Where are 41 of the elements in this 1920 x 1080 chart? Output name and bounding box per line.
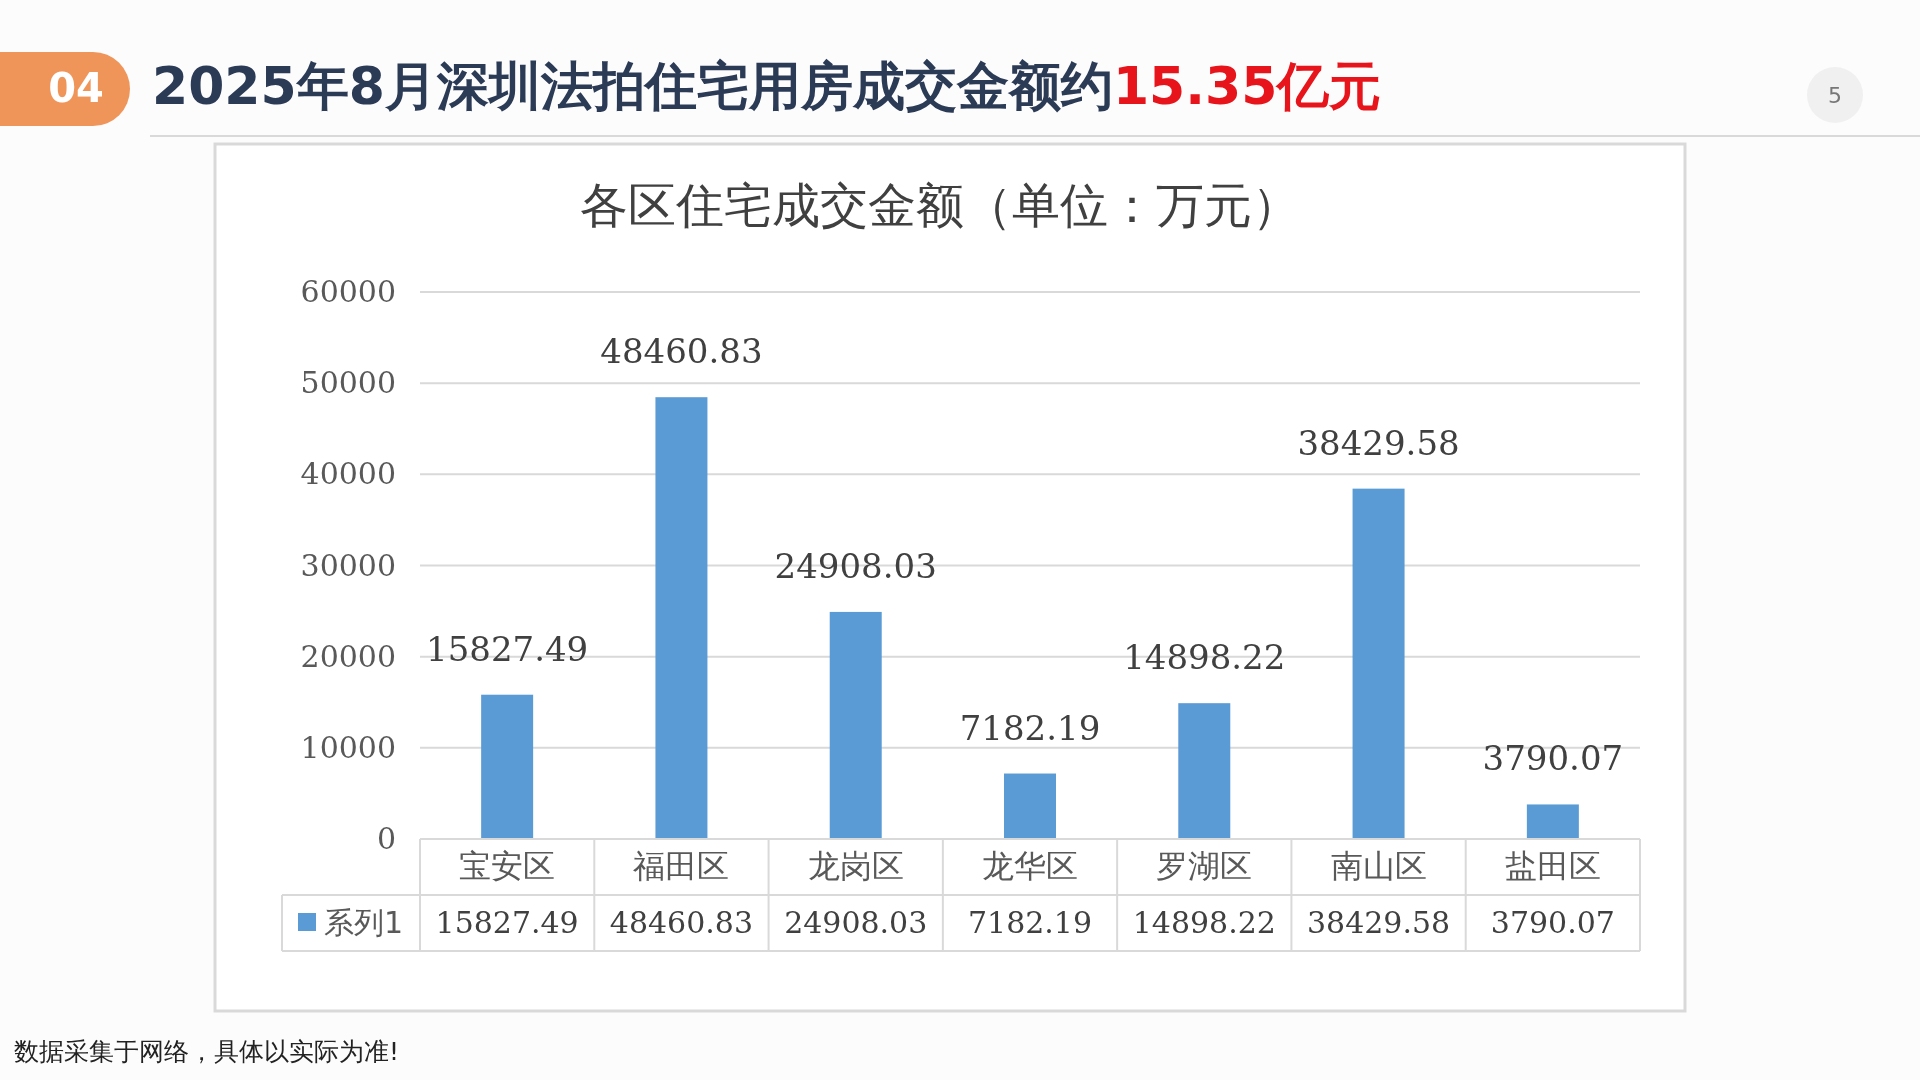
y-tick-label: 0 xyxy=(376,821,396,856)
text: 04 xyxy=(48,65,104,111)
x-tick-label: 盐田区 xyxy=(1504,847,1601,885)
annotation: 38429.58 xyxy=(1297,422,1460,463)
annotation: 7182.19 xyxy=(959,707,1101,748)
annotation: 14898.22 xyxy=(1123,637,1286,678)
bar xyxy=(1178,703,1231,839)
bar xyxy=(1004,773,1056,839)
bar xyxy=(1352,488,1405,839)
x-tick-label: 罗湖区 xyxy=(1156,847,1253,885)
annotation: 15827.49 xyxy=(426,628,589,669)
y-tick-label: 50000 xyxy=(300,365,396,401)
y-tick-label: 20000 xyxy=(300,638,396,674)
y-tick-label: 40000 xyxy=(300,456,396,492)
text: 5 xyxy=(1828,83,1842,108)
bar xyxy=(1526,804,1579,839)
annotation: 24908.03 xyxy=(774,545,937,586)
text: 数据采集于网络，具体以实际为准! xyxy=(14,1037,400,1066)
data-label: 38429.58 xyxy=(1306,905,1451,940)
data-label: 7182.19 xyxy=(967,905,1093,940)
legend-label: 系列1 xyxy=(324,905,404,940)
data-label: 24908.03 xyxy=(784,905,928,940)
chart-subtitle: 各区住宅成交金额（单位：万元） xyxy=(580,177,1300,233)
data-label: 15827.49 xyxy=(435,905,579,940)
x-tick-label: 龙华区 xyxy=(982,847,1078,885)
x-tick-label: 宝安区 xyxy=(459,847,556,885)
x-tick-label: 龙岗区 xyxy=(807,847,904,885)
data-label: 48460.83 xyxy=(609,905,754,940)
bar xyxy=(655,397,708,839)
bar xyxy=(481,694,534,839)
chart-title: 2025年8月深圳法拍住宅用房成交金额约15.35亿元 xyxy=(152,56,1382,116)
y-tick-label: 60000 xyxy=(300,274,396,309)
data-label: 14898.22 xyxy=(1132,905,1276,940)
annotation: 3790.07 xyxy=(1482,738,1624,779)
annotation: 48460.83 xyxy=(600,331,763,372)
x-tick-label: 南山区 xyxy=(1330,847,1427,885)
bar xyxy=(829,611,882,839)
data-label: 3790.07 xyxy=(1490,905,1615,940)
x-tick-label: 福田区 xyxy=(633,847,730,885)
y-tick-label: 30000 xyxy=(300,547,396,583)
y-tick-label: 10000 xyxy=(300,729,396,765)
